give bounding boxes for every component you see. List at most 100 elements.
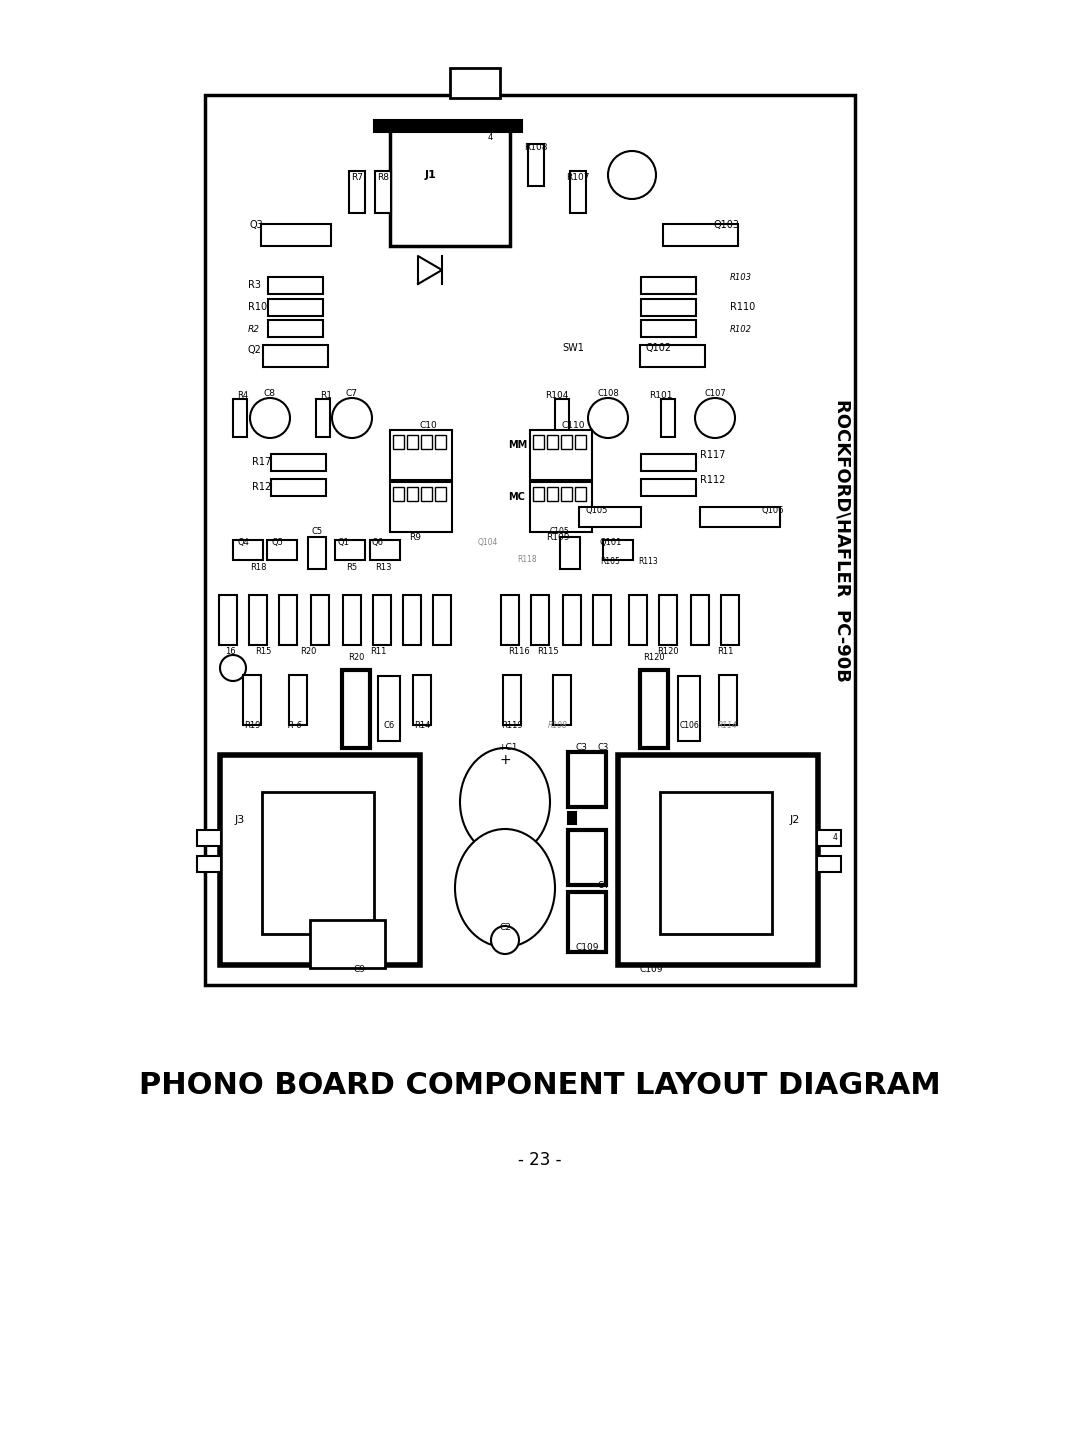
- Bar: [335, 539, 365, 560]
- Bar: [642, 278, 696, 294]
- Text: R119: R119: [501, 721, 523, 730]
- Text: R117: R117: [700, 449, 726, 459]
- Bar: [262, 792, 374, 933]
- Bar: [721, 595, 739, 646]
- Bar: [374, 121, 522, 132]
- Text: R108: R108: [548, 721, 568, 730]
- Bar: [659, 595, 677, 646]
- Text: R118: R118: [517, 555, 537, 564]
- Text: J1: J1: [424, 170, 436, 180]
- Bar: [660, 792, 772, 933]
- Text: Q3: Q3: [249, 220, 264, 230]
- Bar: [661, 398, 675, 438]
- Text: +C1: +C1: [498, 743, 517, 753]
- Ellipse shape: [455, 829, 555, 947]
- Bar: [267, 539, 297, 560]
- Bar: [642, 320, 696, 337]
- Bar: [528, 144, 544, 186]
- Text: C2: C2: [499, 923, 511, 932]
- Text: MC: MC: [508, 491, 525, 502]
- Bar: [233, 539, 264, 560]
- Bar: [433, 595, 451, 646]
- Bar: [629, 595, 647, 646]
- Bar: [503, 675, 521, 726]
- Bar: [261, 224, 330, 246]
- Circle shape: [608, 151, 656, 199]
- Bar: [271, 454, 326, 471]
- Bar: [530, 481, 592, 532]
- Text: R7: R7: [351, 173, 363, 183]
- Text: J3: J3: [235, 816, 245, 824]
- Text: R120: R120: [644, 653, 665, 663]
- Bar: [640, 345, 705, 366]
- Text: R17: R17: [252, 457, 271, 467]
- Bar: [343, 595, 361, 646]
- Text: MM: MM: [508, 441, 527, 449]
- Text: R20: R20: [300, 647, 316, 657]
- Text: R1: R1: [320, 391, 332, 400]
- Text: R 6: R 6: [288, 721, 302, 730]
- Circle shape: [220, 654, 246, 680]
- Bar: [268, 300, 323, 316]
- Bar: [561, 435, 572, 449]
- Text: C9: C9: [354, 965, 366, 974]
- Bar: [279, 595, 297, 646]
- Bar: [421, 487, 432, 502]
- Text: Q104: Q104: [478, 538, 498, 547]
- Bar: [271, 478, 326, 496]
- Text: R10: R10: [248, 302, 267, 313]
- Text: R107: R107: [566, 173, 590, 183]
- Text: R110: R110: [730, 302, 755, 313]
- Bar: [561, 537, 580, 569]
- Text: R101: R101: [649, 391, 673, 400]
- Text: R108: R108: [524, 144, 548, 153]
- Text: C109: C109: [640, 965, 663, 974]
- Bar: [435, 435, 446, 449]
- Bar: [435, 487, 446, 502]
- Text: R19: R19: [244, 721, 260, 730]
- Text: PHONO BOARD COMPONENT LAYOUT DIAGRAM: PHONO BOARD COMPONENT LAYOUT DIAGRAM: [139, 1070, 941, 1099]
- Bar: [310, 920, 384, 968]
- Bar: [243, 675, 261, 726]
- Bar: [342, 670, 370, 747]
- Text: 1: 1: [203, 874, 207, 883]
- Bar: [691, 595, 708, 646]
- Bar: [642, 300, 696, 316]
- Text: R120: R120: [658, 647, 679, 657]
- Bar: [555, 398, 569, 438]
- Text: ROCKFORD\HAFLER  PC-90B: ROCKFORD\HAFLER PC-90B: [833, 398, 851, 682]
- Bar: [816, 856, 841, 872]
- Text: Q5: Q5: [272, 538, 284, 547]
- Bar: [663, 224, 738, 246]
- Bar: [534, 435, 544, 449]
- Text: R113: R113: [638, 557, 658, 567]
- Bar: [390, 430, 453, 480]
- Text: R2: R2: [248, 326, 260, 334]
- Bar: [316, 398, 330, 438]
- Bar: [450, 68, 500, 97]
- Bar: [349, 172, 365, 212]
- Text: Q103: Q103: [714, 220, 740, 230]
- Text: C4: C4: [598, 881, 609, 890]
- Bar: [373, 595, 391, 646]
- Text: R102: R102: [730, 326, 752, 334]
- Text: R18: R18: [249, 563, 267, 571]
- Text: Q2: Q2: [248, 345, 261, 355]
- Text: Q105: Q105: [585, 506, 607, 515]
- Bar: [719, 675, 737, 726]
- Bar: [403, 595, 421, 646]
- Bar: [413, 675, 431, 726]
- Bar: [268, 320, 323, 337]
- Text: R116: R116: [508, 647, 530, 657]
- Bar: [568, 830, 606, 885]
- Bar: [393, 487, 404, 502]
- Text: R15: R15: [255, 647, 271, 657]
- Bar: [501, 595, 519, 646]
- Text: SW1: SW1: [562, 343, 584, 353]
- Bar: [618, 755, 818, 965]
- Text: C107: C107: [704, 388, 726, 397]
- Text: R14: R14: [414, 721, 430, 730]
- Text: Q102: Q102: [645, 343, 671, 353]
- Text: +: +: [499, 753, 511, 768]
- Bar: [311, 595, 329, 646]
